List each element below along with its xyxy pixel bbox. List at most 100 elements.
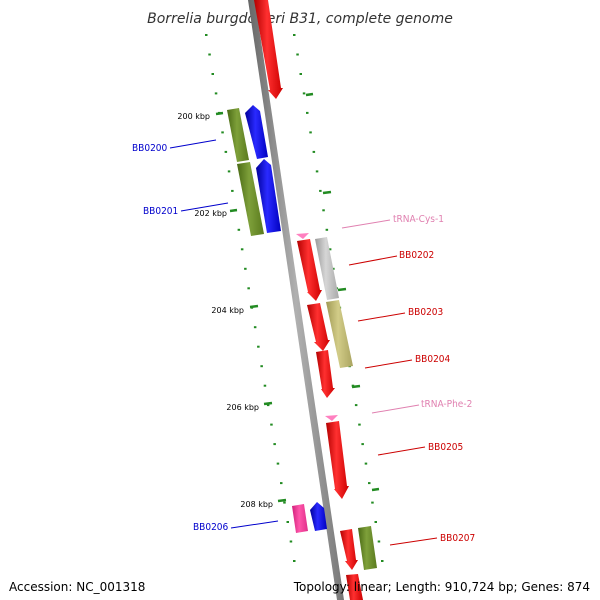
scale-dot: [368, 482, 371, 485]
scale-dot: [286, 521, 289, 523]
scale-dot: [322, 209, 325, 212]
tick-200: 200 kbp: [177, 111, 224, 121]
tick-208: 208 kbp: [240, 498, 287, 509]
scale-dot: [283, 501, 286, 504]
scale-dot: [208, 53, 211, 56]
map-title: Borrelia burgdorferi B31, complete genom…: [147, 11, 453, 27]
genome-backbone: [248, 0, 344, 600]
scale-dot: [374, 521, 377, 523]
scale-dot: [296, 53, 299, 56]
scale-dot: [299, 73, 302, 75]
gene-bb0205-red[interactable]: [326, 421, 349, 499]
gene-bb0204-red[interactable]: [316, 350, 335, 398]
label-bb0201[interactable]: BB0201: [143, 202, 229, 217]
label-bb0200[interactable]: BB0200: [132, 139, 217, 154]
label-bb0205[interactable]: BB0205: [377, 442, 463, 456]
scale-dot: [315, 170, 319, 173]
gene-bb0201-blue[interactable]: [256, 159, 281, 233]
tick-202: 202 kbp: [194, 208, 238, 218]
svg-text:BB0203: BB0203: [408, 307, 443, 318]
scale-dot: [237, 228, 241, 231]
scale-dot: [312, 150, 316, 153]
gene-bb0207-olive[interactable]: [358, 526, 377, 570]
trna-phe-2-marker[interactable]: [325, 415, 338, 421]
gene-top-red[interactable]: [254, 0, 283, 99]
scale-dot: [306, 111, 309, 114]
label-bb0202[interactable]: BB0202: [348, 250, 434, 266]
scale-dot: [260, 365, 263, 368]
svg-text:BB0206: BB0206: [193, 522, 229, 533]
scale-dot: [211, 73, 214, 75]
label-bb0207[interactable]: BB0207: [389, 533, 475, 546]
scale-dot: [381, 560, 384, 562]
scale-dot: [325, 228, 329, 231]
gene-bb0201-olive[interactable]: [237, 162, 264, 236]
svg-text:BB0207: BB0207: [440, 533, 475, 544]
scale-dot: [280, 482, 283, 485]
scale-dot: [205, 34, 208, 36]
topology-text: Topology: linear; Length: 910,724 bp; Ge…: [293, 580, 590, 594]
scale-dot: [224, 150, 228, 153]
svg-text:BB0205: BB0205: [428, 442, 463, 453]
tick-206: 206 kbp: [226, 401, 273, 412]
accession-text: Accession: NC_001318: [9, 580, 146, 594]
svg-text:200 kbp: 200 kbp: [177, 112, 210, 121]
scale-dot: [377, 540, 381, 543]
label-trna-phe-2[interactable]: tRNA-Phe-2: [371, 399, 472, 414]
scale-dot: [244, 267, 247, 270]
scale-dots-left: [205, 34, 296, 562]
gene-khaki[interactable]: [326, 300, 353, 368]
label-bb0206[interactable]: BB0206: [193, 520, 279, 533]
gene-bb0206-blue[interactable]: [310, 502, 327, 531]
scale-dot: [240, 248, 244, 251]
gene-bb0200-olive[interactable]: [227, 108, 249, 162]
scale-dot: [276, 462, 280, 465]
gene-gray[interactable]: [315, 237, 339, 300]
scale-dot: [231, 189, 234, 192]
scale-dot: [319, 189, 322, 192]
gene-bb0206-pink[interactable]: [292, 504, 308, 533]
scale-dot: [293, 34, 296, 36]
svg-text:BB0201: BB0201: [143, 206, 178, 217]
scale-dot: [247, 287, 250, 290]
scale-dot: [270, 423, 273, 426]
scale-dot: [227, 170, 231, 173]
label-trna-cys-1[interactable]: tRNA-Cys-1: [341, 214, 444, 229]
scale-dot: [253, 326, 257, 329]
svg-text:206 kbp: 206 kbp: [226, 403, 259, 412]
scale-dot: [361, 443, 364, 446]
svg-text:BB0200: BB0200: [132, 143, 168, 154]
scale-dot: [293, 560, 296, 562]
scale-dot: [371, 501, 374, 504]
scale-dot: [221, 131, 224, 134]
gene-bottom-red[interactable]: [346, 574, 363, 600]
gene-bb0202-red[interactable]: [297, 239, 322, 301]
scale-dot: [358, 423, 361, 426]
scale-dot: [354, 404, 358, 407]
scale-dot: [364, 462, 368, 465]
scale-dot: [332, 267, 335, 270]
gene-bb0203-red[interactable]: [307, 303, 330, 351]
trna-cys-1-marker[interactable]: [296, 233, 309, 239]
label-bb0204[interactable]: BB0204: [364, 354, 451, 369]
svg-text:BB0204: BB0204: [415, 354, 451, 365]
tick-dashes-right: [305, 92, 380, 492]
svg-text:tRNA-Phe-2: tRNA-Phe-2: [421, 399, 472, 410]
gene-bb0207-red[interactable]: [340, 529, 358, 570]
scale-dot: [309, 131, 312, 134]
svg-text:208 kbp: 208 kbp: [240, 500, 273, 509]
scale-dot: [263, 384, 267, 387]
scale-dot: [328, 248, 332, 251]
svg-text:202 kbp: 202 kbp: [194, 209, 227, 218]
svg-text:204 kbp: 204 kbp: [211, 306, 244, 315]
scale-dot: [266, 404, 270, 407]
scale-dot: [302, 92, 306, 95]
label-bb0203[interactable]: BB0203: [357, 307, 443, 322]
scale-dot: [289, 540, 293, 543]
scale-dot: [214, 92, 218, 95]
tick-204: 204 kbp: [211, 304, 259, 315]
scale-dot: [273, 443, 276, 446]
scale-dot: [257, 345, 260, 348]
gene-bb0200-blue[interactable]: [245, 105, 268, 159]
